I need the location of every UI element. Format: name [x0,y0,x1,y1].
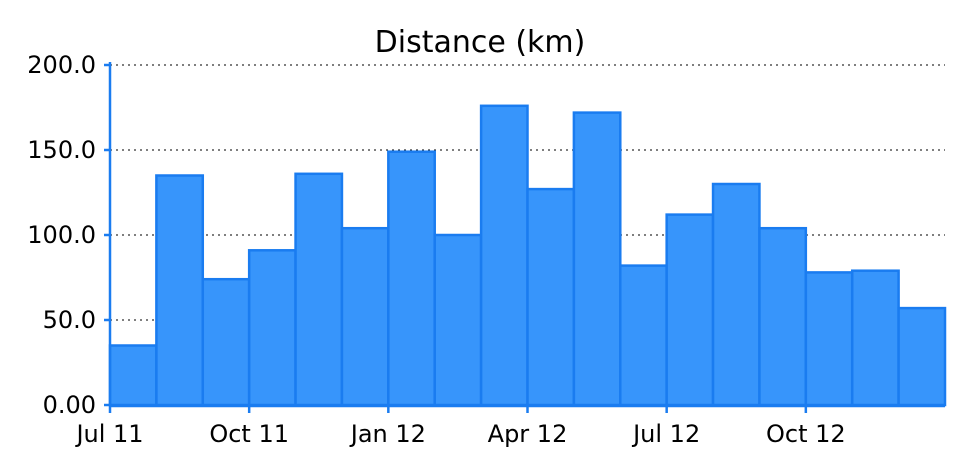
y-axis-ticks: 0.00 50.0 100.0 150.0 200.0 [27,51,110,419]
x-axis-ticks: Jul 11 Oct 11 Jan 12 Apr 12 Jul 12 Oct 12 [74,405,846,448]
bar-2012-02 [433,233,483,407]
y-tick-label: 150.0 [27,136,96,164]
x-tick-label: Jul 12 [631,420,700,448]
bar-2012-09 [758,226,808,407]
y-tick-label: 0.00 [43,391,96,419]
x-tick-label: Jul 11 [74,420,143,448]
bar-2011-09 [201,277,251,407]
bar-2011-07 [108,344,158,407]
y-tick-label: 100.0 [27,221,96,249]
bar-2011-12 [340,226,390,407]
bar-2012-11 [850,269,900,407]
x-tick-label: Oct 11 [209,420,289,448]
bar-2012-05 [572,111,622,407]
bar-2011-11 [294,172,344,407]
bar-2012-07 [665,213,715,407]
x-tick-label: Apr 12 [488,420,568,448]
bar-2012-04 [526,187,576,407]
bar-2012-01 [387,150,436,407]
y-tick-label: 200.0 [27,51,96,79]
bar-2011-10 [247,249,297,407]
x-tick-label: Oct 12 [766,420,846,448]
bar-2012-06 [619,264,668,407]
bar-2012-08 [711,182,761,407]
bar-2012-12 [897,306,947,407]
bar-2012-10 [804,271,854,407]
bar-2011-08 [155,174,205,407]
bars [108,104,947,407]
y-tick-label: 50.0 [43,306,96,334]
x-tick-label: Jan 12 [349,420,426,448]
chart-title: Distance (km) [375,25,586,60]
bar-2012-03 [479,104,529,407]
